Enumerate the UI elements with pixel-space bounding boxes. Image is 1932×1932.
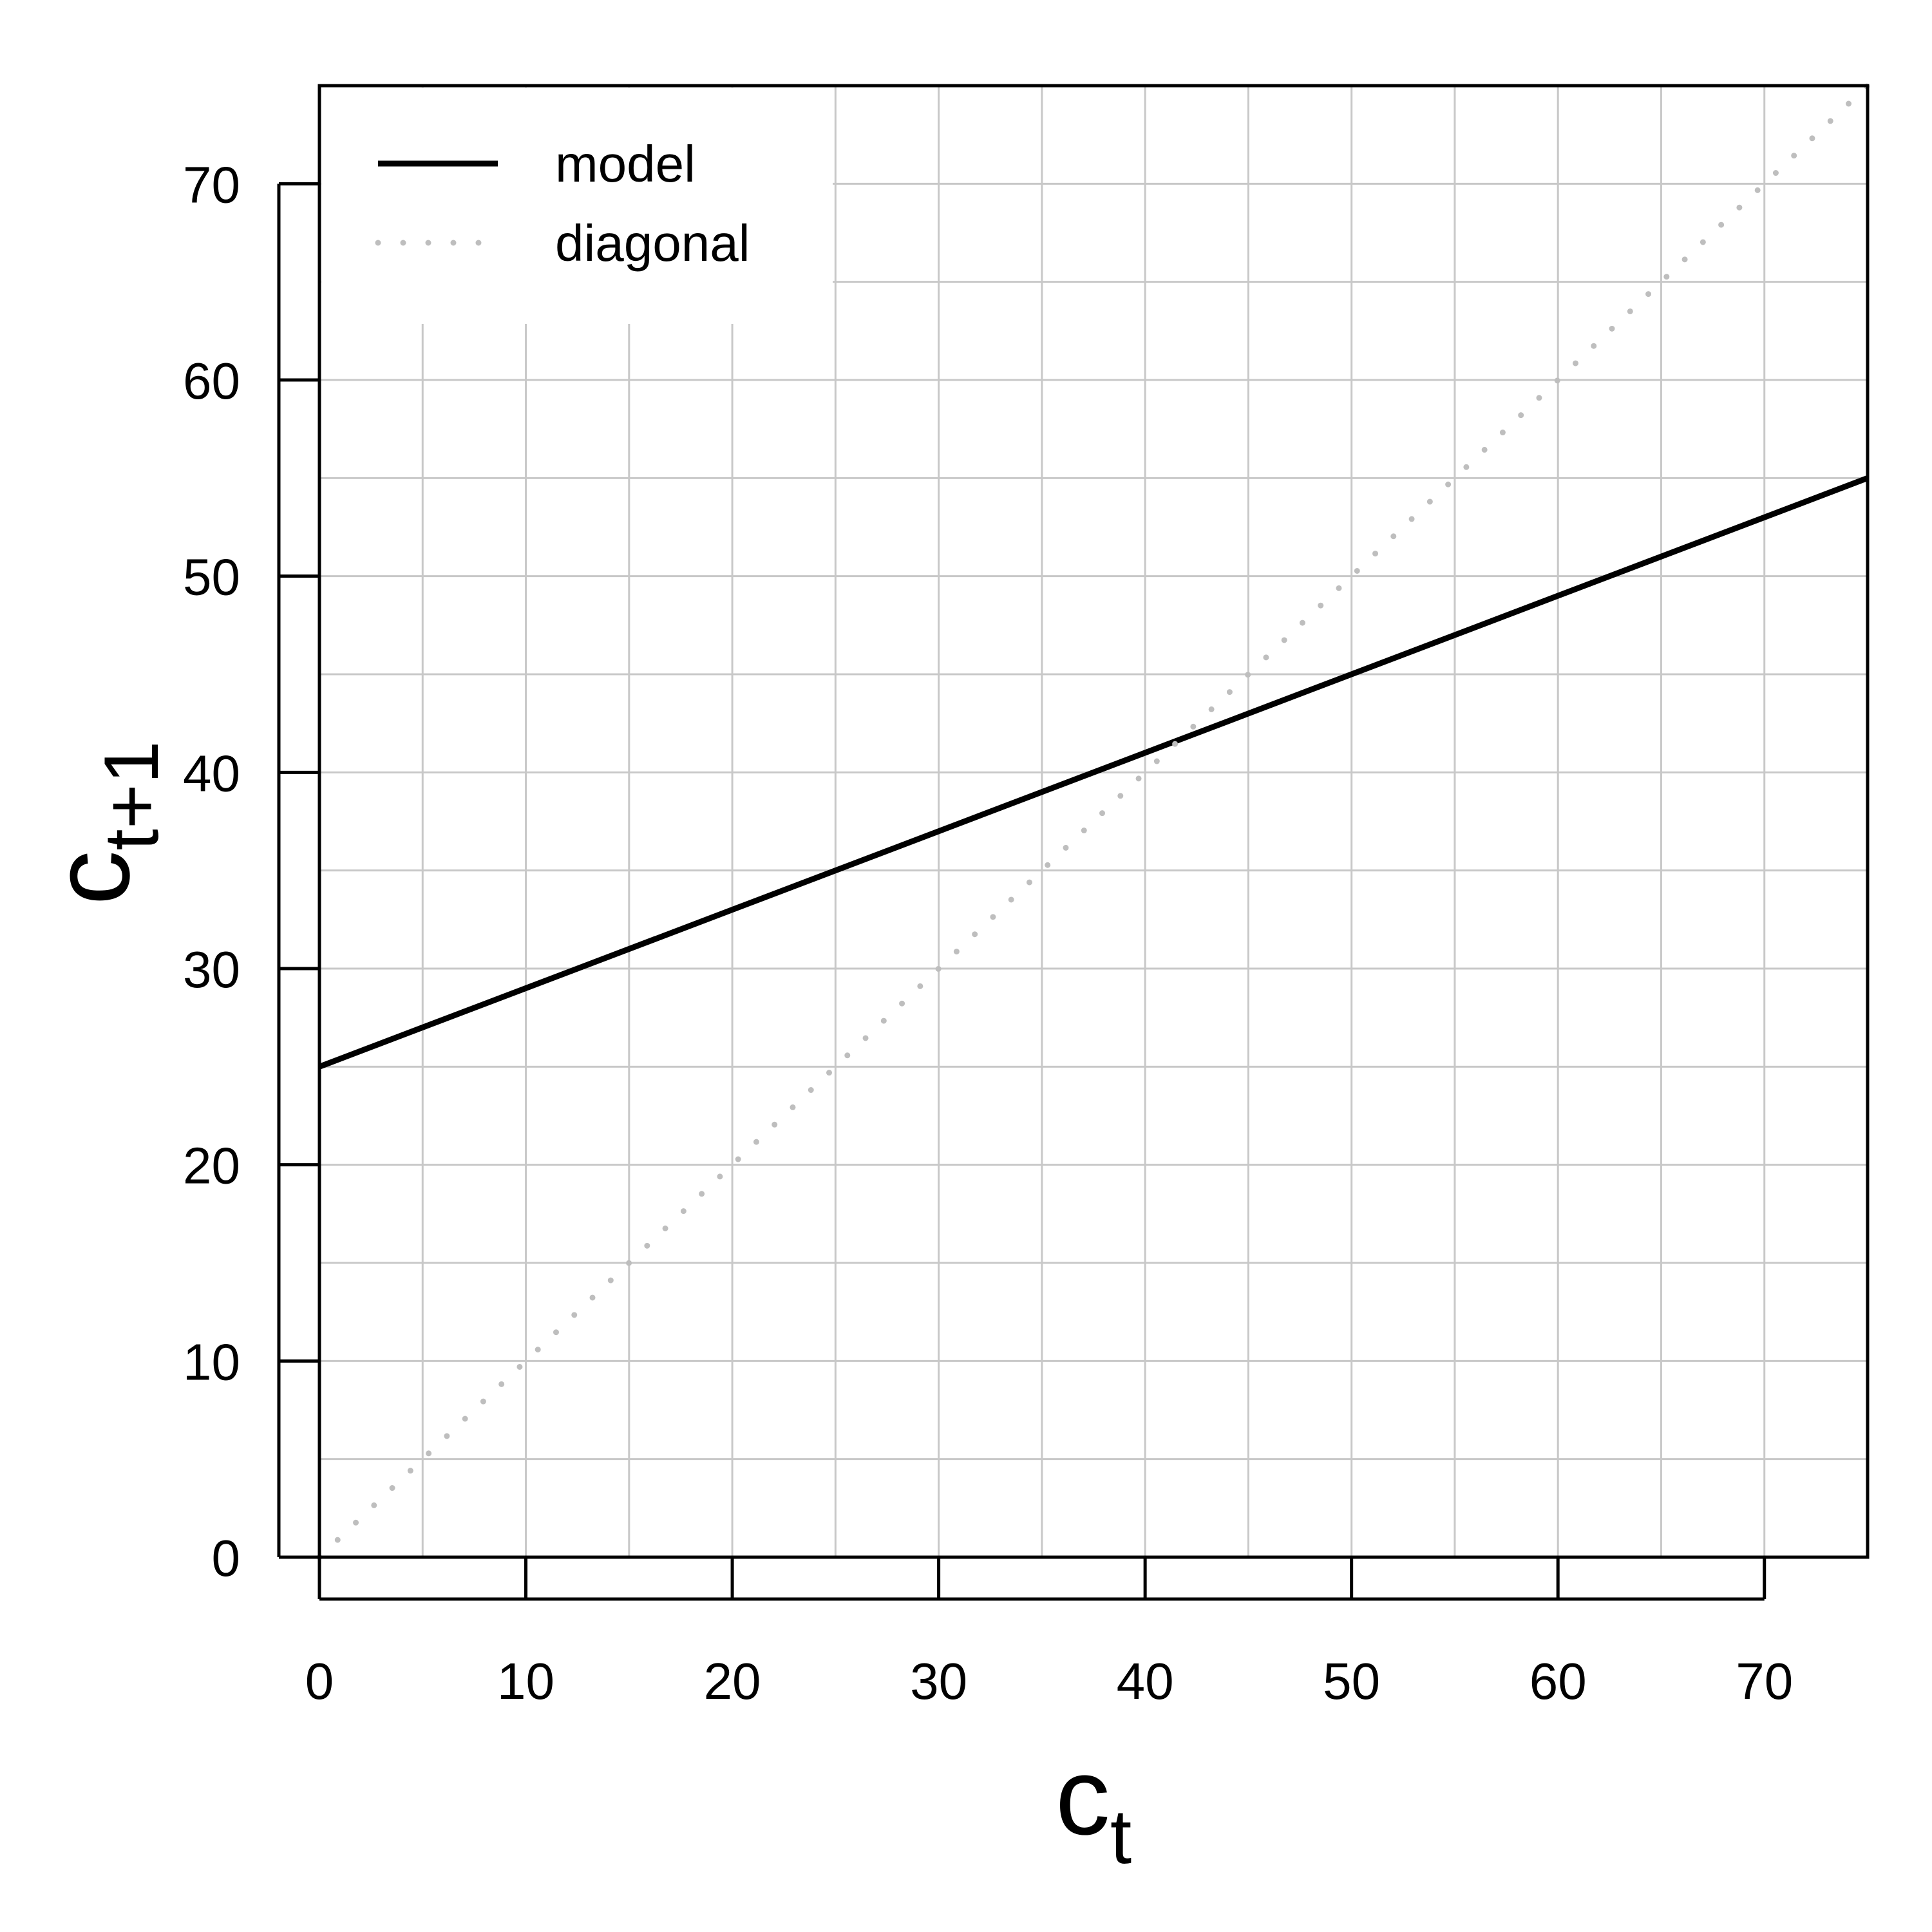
y-tick-label: 30 — [183, 941, 240, 998]
y-tick-label: 60 — [183, 352, 240, 410]
x-tick-label: 10 — [497, 1653, 554, 1710]
legend-label-model: model — [555, 135, 696, 193]
x-tick-label: 30 — [910, 1653, 967, 1710]
x-axis-title-main: c — [1056, 1736, 1110, 1858]
y-tick-label: 40 — [183, 744, 240, 802]
y-axis: 0 10 20 30 40 50 60 70 — [183, 156, 319, 1587]
legend-background — [321, 88, 833, 324]
x-tick-label: 60 — [1530, 1653, 1587, 1710]
x-tick-label: 40 — [1117, 1653, 1174, 1710]
x-tick-label: 50 — [1323, 1653, 1380, 1710]
x-axis-title-sub: t — [1110, 1794, 1132, 1880]
y-tick-label: 20 — [183, 1137, 240, 1195]
x-tick-label: 70 — [1736, 1653, 1793, 1710]
y-axis-title: ct+1 — [30, 741, 175, 905]
x-axis-title: ct — [1056, 1736, 1132, 1880]
plot-frame — [317, 84, 1870, 1559]
legend: model diagonal — [375, 135, 750, 272]
y-tick-label: 10 — [183, 1333, 240, 1390]
series — [316, 82, 1871, 1560]
y-tick-label: 50 — [183, 549, 240, 606]
x-axis: 0 10 20 30 40 50 60 70 — [305, 1557, 1793, 1710]
y-axis-title-main: c — [30, 851, 153, 905]
legend-label-diagonal: diagonal — [555, 214, 750, 272]
y-tick-label: 0 — [212, 1530, 241, 1587]
y-axis-title-sub: t+1 — [88, 741, 175, 850]
series-line-model — [318, 475, 1869, 1070]
y-tick-label: 70 — [183, 156, 240, 213]
x-tick-label: 0 — [305, 1653, 334, 1710]
x-tick-label: 20 — [704, 1653, 761, 1710]
